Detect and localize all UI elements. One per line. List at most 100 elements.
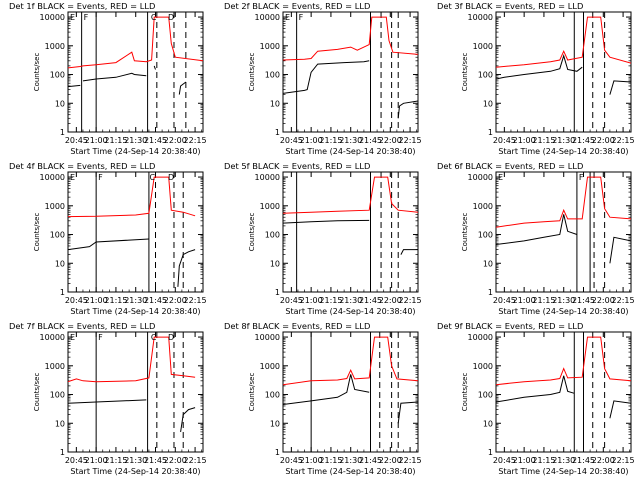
- y-axis-title: Counts/sec: [461, 213, 469, 252]
- x-tick-label: 20:45: [65, 296, 88, 305]
- interval-marker: E: [70, 173, 75, 182]
- series-line-lld: [283, 176, 418, 214]
- x-tick-label: 21:15: [319, 296, 342, 305]
- y-axis-title: Counts/sec: [33, 53, 41, 92]
- x-tick-label: 21:45: [359, 456, 382, 465]
- x-tick-label: 22:15: [612, 296, 635, 305]
- interval-marker: F: [98, 333, 103, 342]
- panel-title: Det 6f BLACK = Events, RED = LLD: [437, 161, 583, 171]
- y-tick-label: 1000: [260, 362, 280, 371]
- series-line-lld: [283, 16, 418, 61]
- x-tick-label: 20:45: [280, 296, 303, 305]
- y-tick-label: 1: [60, 128, 65, 137]
- interval-marker: E: [498, 173, 503, 182]
- y-tick-label: 10: [270, 259, 280, 268]
- x-axis-title: Start Time (24-Sep-14 20:38:40): [498, 147, 628, 156]
- y-tick-label: 10000: [468, 333, 493, 342]
- interval-marker: D: [168, 333, 174, 342]
- x-tick-label: 22:00: [379, 296, 402, 305]
- series-line-lld: [283, 336, 418, 386]
- x-axis-title: Start Time (24-Sep-14 20:38:40): [498, 307, 628, 316]
- series-line-lld: [68, 176, 196, 218]
- y-axis-title: Counts/sec: [248, 213, 256, 252]
- y-tick-label: 1: [488, 448, 493, 457]
- x-tick-label: 22:15: [399, 136, 422, 145]
- x-tick-label: 22:15: [184, 456, 207, 465]
- x-tick-label: 21:00: [85, 136, 108, 145]
- x-tick-label: 21:00: [300, 456, 323, 465]
- x-tick-label: 21:30: [339, 136, 362, 145]
- panel-det-1: Det 1f BLACK = Events, RED = LLD Counts/s…: [9, 1, 207, 156]
- y-tick-label: 10000: [255, 173, 280, 182]
- interval-marker: F: [579, 173, 584, 182]
- y-tick-label: 10: [270, 419, 280, 428]
- panel-det-8: Det 8f BLACK = Events, RED = LLD Counts/s…: [224, 321, 422, 476]
- interval-marker: C: [150, 173, 156, 182]
- series-line-events: [496, 54, 631, 95]
- interval-marker: E: [70, 333, 75, 342]
- y-tick-label: 10: [483, 99, 493, 108]
- x-tick-label: 21:00: [300, 136, 323, 145]
- interval-marker: D: [168, 173, 174, 182]
- y-tick-label: 1000: [45, 42, 65, 51]
- y-tick-label: 100: [50, 231, 65, 240]
- x-tick-label: 20:45: [493, 136, 516, 145]
- y-tick-label: 1: [488, 128, 493, 137]
- x-tick-label: 21:30: [552, 456, 575, 465]
- y-tick-label: 1: [60, 288, 65, 297]
- y-tick-label: 1000: [473, 42, 493, 51]
- x-tick-label: 20:45: [493, 456, 516, 465]
- x-tick-label: 22:00: [164, 296, 187, 305]
- plot-frame: [495, 171, 632, 293]
- x-tick-label: 21:15: [104, 296, 127, 305]
- y-tick-label: 10000: [255, 13, 280, 22]
- x-tick-label: 22:15: [399, 296, 422, 305]
- x-axis-title: Start Time (24-Sep-14 20:38:40): [70, 307, 200, 316]
- x-tick-label: 21:45: [572, 456, 595, 465]
- panel-det-6: Det 6f BLACK = Events, RED = LLD Counts/s…: [437, 161, 635, 316]
- y-tick-label: 1: [60, 448, 65, 457]
- y-tick-label: 10: [483, 419, 493, 428]
- x-tick-label: 21:30: [552, 136, 575, 145]
- x-tick-label: 21:00: [85, 456, 108, 465]
- x-tick-label: 22:15: [399, 456, 422, 465]
- y-tick-label: 1: [275, 288, 280, 297]
- panel-title: Det 8f BLACK = Events, RED = LLD: [224, 321, 370, 331]
- y-tick-label: 1: [275, 128, 280, 137]
- plot-frame: [495, 331, 632, 453]
- x-tick-label: 21:30: [124, 456, 147, 465]
- x-tick-label: 21:15: [104, 136, 127, 145]
- y-tick-label: 1: [488, 288, 493, 297]
- plot-frame: [67, 11, 204, 133]
- x-tick-label: 21:45: [359, 296, 382, 305]
- y-tick-label: 1: [275, 448, 280, 457]
- x-tick-label: 21:00: [513, 456, 536, 465]
- interval-marker: C: [151, 333, 157, 342]
- series-line-events: [68, 65, 187, 95]
- y-tick-label: 100: [50, 391, 65, 400]
- x-tick-label: 21:45: [572, 136, 595, 145]
- x-tick-label: 22:15: [612, 136, 635, 145]
- series-line-lld: [68, 16, 203, 69]
- y-tick-label: 10: [55, 259, 65, 268]
- x-tick-label: 22:15: [612, 456, 635, 465]
- y-tick-label: 100: [50, 71, 65, 80]
- x-tick-label: 21:00: [513, 136, 536, 145]
- x-tick-label: 20:45: [280, 456, 303, 465]
- x-tick-label: 21:30: [552, 296, 575, 305]
- series-line-events: [283, 374, 418, 424]
- x-tick-label: 22:00: [379, 456, 402, 465]
- panel-det-9: Det 9f BLACK = Events, RED = LLD Counts/s…: [437, 321, 635, 476]
- x-tick-label: 21:15: [532, 296, 555, 305]
- y-tick-label: 10000: [40, 333, 65, 342]
- x-tick-label: 21:00: [85, 296, 108, 305]
- interval-marker: C: [151, 13, 157, 22]
- panel-det-3: Det 3f BLACK = Events, RED = LLD Counts/s…: [437, 1, 635, 156]
- series-line-lld: [496, 336, 631, 386]
- x-tick-label: 22:00: [592, 456, 615, 465]
- interval-marker: F: [98, 173, 103, 182]
- x-tick-label: 20:45: [493, 296, 516, 305]
- y-axis-title: Counts/sec: [248, 53, 256, 92]
- x-tick-label: 22:00: [164, 136, 187, 145]
